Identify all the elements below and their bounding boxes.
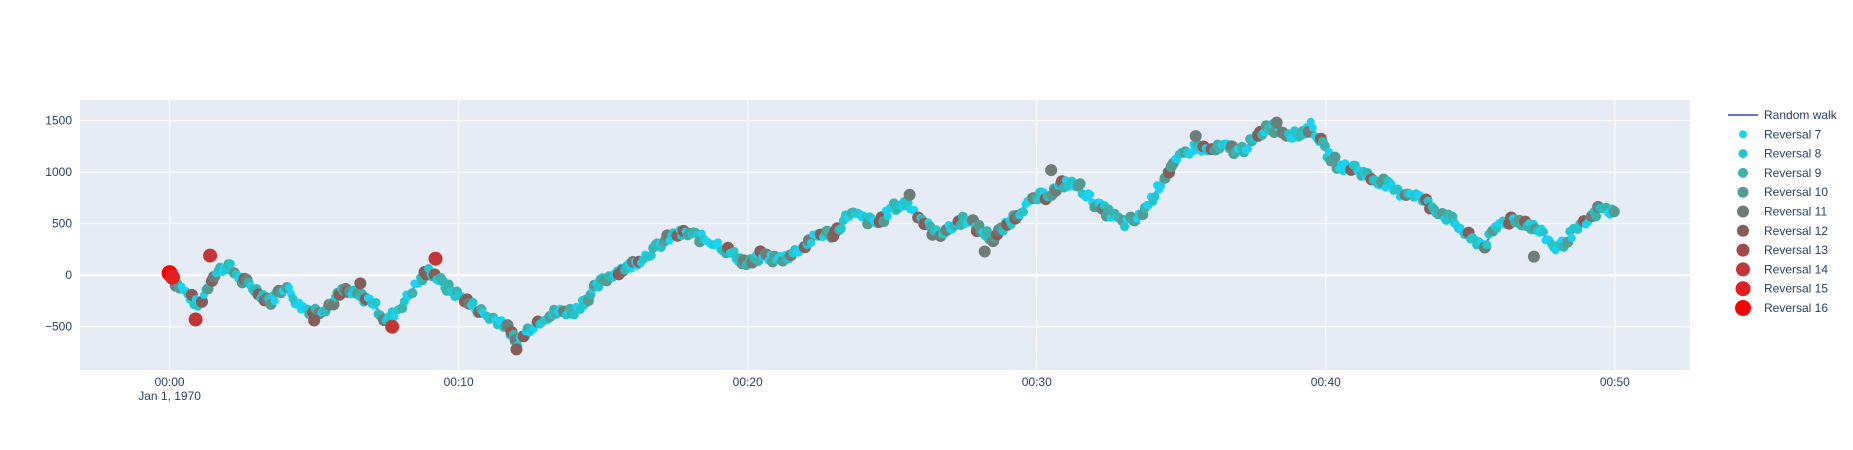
y-axis: 1500 1000 500 0 −500 — [45, 114, 72, 334]
y-tick-label: 1500 — [45, 114, 72, 128]
highlight-layer — [161, 116, 1540, 356]
y-tick-label: 0 — [65, 268, 72, 282]
reversal-highlight-marker — [164, 269, 180, 285]
legend-marker-swatch — [1739, 130, 1747, 139]
reversal-marker — [1591, 211, 1602, 222]
reversal-marker — [807, 239, 815, 247]
reversal-marker — [1482, 240, 1492, 250]
reversal-marker — [1539, 227, 1548, 237]
reversal-marker — [1608, 206, 1620, 218]
reversal-highlight-marker — [978, 245, 991, 258]
x-tick-label: 00:30 — [1022, 375, 1052, 389]
reversal-highlight-marker — [354, 277, 367, 290]
reversal-highlight-marker — [385, 319, 400, 334]
legend-marker-swatch — [1737, 205, 1749, 218]
reversal-marker — [1019, 207, 1028, 217]
reversal-marker — [713, 238, 722, 247]
reversal-marker — [1308, 123, 1317, 132]
reversal-marker — [225, 259, 235, 269]
y-tick-label: 500 — [52, 217, 72, 231]
legend-item-label[interactable]: Reversal 8 — [1764, 147, 1822, 161]
legend-marker-swatch — [1738, 167, 1748, 178]
reversal-highlight-marker — [1045, 164, 1058, 177]
legend-marker-swatch — [1735, 300, 1751, 316]
reversal-highlight-marker — [308, 314, 321, 327]
reversal-marker — [468, 298, 478, 307]
legend-item-label[interactable]: Reversal 15 — [1764, 282, 1828, 296]
legend-item-label[interactable]: Reversal 14 — [1764, 262, 1828, 276]
legend-marker-swatch — [1736, 243, 1750, 257]
legend-item-label[interactable]: Random walk — [1764, 108, 1838, 122]
reversal-highlight-marker — [1189, 130, 1202, 143]
reversal-highlight-marker — [510, 343, 523, 356]
reversal-marker — [1086, 190, 1095, 199]
legend-item-label[interactable]: Reversal 10 — [1764, 185, 1828, 199]
reversal-highlight-marker — [903, 188, 916, 201]
reversal-marker — [407, 288, 418, 299]
legend-marker-swatch — [1737, 224, 1749, 237]
reversal-marker — [594, 282, 604, 292]
reversal-marker — [285, 283, 293, 292]
legend-item-label[interactable]: Reversal 11 — [1764, 205, 1827, 219]
reversal-marker — [883, 212, 892, 221]
legend-item-label[interactable]: Reversal 16 — [1764, 301, 1828, 315]
legend-marker-swatch — [1736, 262, 1750, 277]
reversal-highlight-marker — [203, 248, 218, 263]
reversal-highlight-marker — [188, 312, 203, 327]
reversal-marker — [1244, 144, 1252, 153]
plot-background — [80, 100, 1690, 370]
x-tick-label: 00:00 — [155, 375, 185, 389]
x-tick-sublabel: Jan 1, 1970 — [138, 389, 201, 403]
legend-marker-swatch — [1735, 281, 1751, 297]
reversal-marker — [836, 224, 846, 233]
y-tick-label: 1000 — [45, 165, 72, 179]
reversal-marker — [1329, 151, 1341, 163]
legend: Random walk Reversal 7 Reversal 8 Reversal … — [1728, 108, 1838, 316]
reversal-highlight-marker — [1527, 250, 1540, 263]
reversal-marker — [569, 310, 579, 320]
reversal-marker — [646, 251, 656, 261]
reversal-marker — [729, 246, 739, 256]
reversal-marker — [982, 226, 992, 237]
reversal-marker — [1033, 195, 1043, 205]
legend-item-label[interactable]: Reversal 7 — [1764, 127, 1822, 141]
legend-marker-swatch — [1737, 186, 1749, 198]
reversal-marker — [270, 297, 279, 305]
legend-marker-swatch — [1738, 149, 1748, 159]
legend-item-label[interactable]: Reversal 13 — [1764, 243, 1828, 257]
reversal-highlight-marker — [428, 251, 443, 266]
legend-item-label[interactable]: Reversal 12 — [1764, 224, 1828, 238]
reversal-marker — [1074, 178, 1086, 190]
legend-item-label[interactable]: Reversal 9 — [1764, 166, 1822, 180]
x-tick-label: 00:50 — [1600, 375, 1630, 389]
reversal-marker — [371, 298, 381, 307]
reversal-highlight-marker — [1270, 116, 1283, 129]
y-tick-label: −500 — [45, 320, 72, 334]
x-tick-label: 00:20 — [733, 375, 763, 389]
reversal-marker — [1150, 192, 1160, 202]
marker-layer — [165, 117, 1620, 350]
x-tick-label: 00:40 — [1311, 375, 1341, 389]
reversal-marker — [1120, 222, 1130, 232]
x-tick-label: 00:10 — [444, 375, 474, 389]
reversal-marker — [1567, 234, 1576, 242]
